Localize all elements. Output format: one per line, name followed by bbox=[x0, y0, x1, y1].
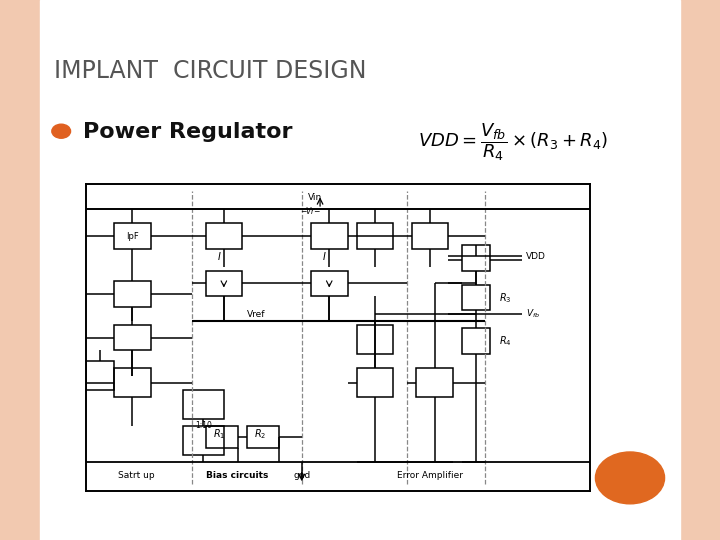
Bar bbox=[114, 224, 150, 249]
Text: VDD: VDD bbox=[526, 252, 546, 260]
Bar bbox=[462, 328, 490, 354]
Text: Satrt up: Satrt up bbox=[119, 470, 155, 480]
Bar bbox=[311, 224, 348, 249]
Text: $R_3$: $R_3$ bbox=[499, 291, 511, 305]
Bar bbox=[86, 361, 114, 390]
Bar bbox=[356, 325, 393, 354]
Text: Bias circuits: Bias circuits bbox=[207, 470, 269, 480]
Bar bbox=[114, 281, 150, 307]
Text: I: I bbox=[218, 252, 221, 262]
Bar bbox=[412, 224, 449, 249]
Text: IpF: IpF bbox=[126, 232, 138, 241]
Text: 1:10: 1:10 bbox=[195, 421, 212, 430]
Circle shape bbox=[52, 124, 71, 138]
Text: IMPLANT  CIRCUIT DESIGN: IMPLANT CIRCUIT DESIGN bbox=[54, 59, 366, 83]
Text: $R_2$: $R_2$ bbox=[254, 427, 266, 441]
Text: $R_1$: $R_1$ bbox=[213, 427, 225, 441]
Text: Power Regulator: Power Regulator bbox=[83, 122, 292, 141]
Text: I: I bbox=[323, 252, 326, 262]
Bar bbox=[311, 271, 348, 296]
Text: gnd: gnd bbox=[293, 470, 310, 480]
Bar bbox=[205, 271, 242, 296]
Bar bbox=[183, 390, 224, 419]
Text: Vref: Vref bbox=[247, 310, 265, 319]
Bar bbox=[205, 426, 238, 448]
Text: $-\!Vr\!-$: $-\!Vr\!-$ bbox=[300, 205, 322, 217]
Bar bbox=[205, 224, 242, 249]
Text: Error Amplifier: Error Amplifier bbox=[397, 470, 463, 480]
Bar bbox=[356, 224, 393, 249]
Bar bbox=[183, 426, 224, 455]
Bar bbox=[40, 0, 680, 540]
Bar bbox=[114, 325, 150, 350]
Bar bbox=[462, 245, 490, 271]
Text: $VDD = \dfrac{V_{fb}}{R_4} \times (R_3 + R_4)$: $VDD = \dfrac{V_{fb}}{R_4} \times (R_3 +… bbox=[418, 122, 608, 163]
Bar bbox=[114, 368, 150, 397]
Bar bbox=[416, 368, 453, 397]
Bar bbox=[356, 368, 393, 397]
Text: $R_4$: $R_4$ bbox=[499, 334, 511, 348]
Text: Vin: Vin bbox=[308, 193, 323, 202]
Text: $V_{fb}$: $V_{fb}$ bbox=[526, 308, 541, 320]
Bar bbox=[462, 285, 490, 310]
Bar bbox=[247, 426, 279, 448]
